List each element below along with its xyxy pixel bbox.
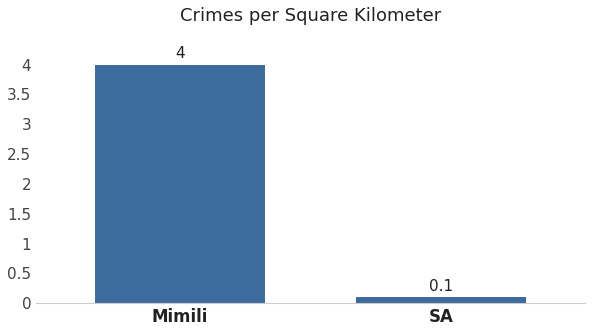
Bar <box>95 65 265 303</box>
Bar <box>356 297 526 303</box>
Text: 4: 4 <box>175 46 185 61</box>
Text: 0.1: 0.1 <box>429 279 453 294</box>
Title: Crimes per Square Kilometer: Crimes per Square Kilometer <box>180 7 441 25</box>
